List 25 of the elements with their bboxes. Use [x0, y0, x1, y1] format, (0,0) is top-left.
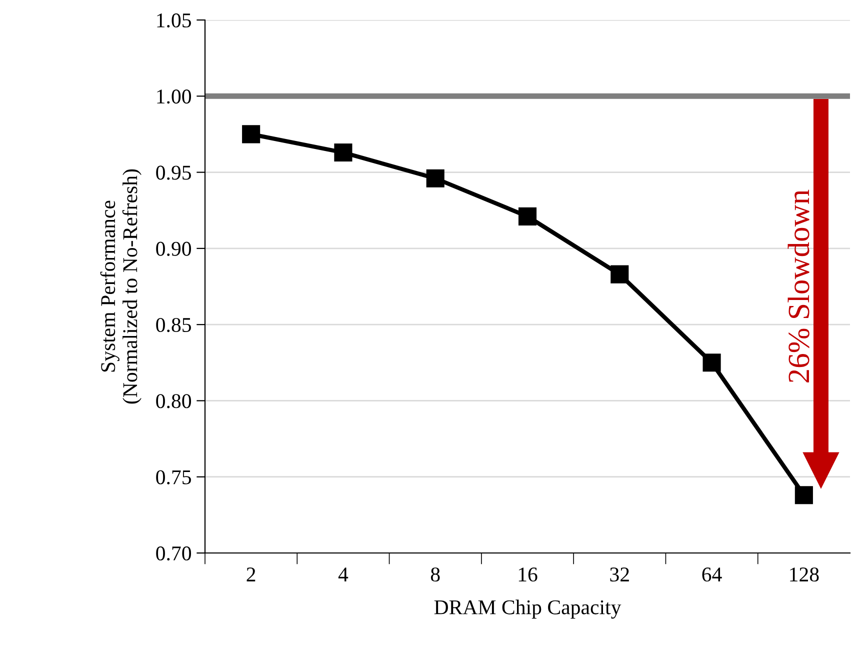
y-tick-label: 1.05	[157, 13, 191, 28]
y-tick-label: 0.75	[156, 470, 191, 484]
y-axis-title: System Performance (Normalized to No-Refresh)	[100, 169, 142, 404]
y-tick-label: 0.70	[156, 546, 192, 561]
y-tick-label: 0.90	[156, 242, 192, 256]
x-tick-label: 8	[430, 567, 440, 582]
annotation: 26% Slowdown	[788, 190, 810, 382]
point	[334, 143, 352, 162]
point	[794, 486, 813, 504]
x-tick-label: 2	[246, 568, 256, 582]
point	[242, 125, 260, 144]
y-tick-label: 0.85	[156, 318, 191, 332]
y-tick-label: 0.95	[156, 166, 191, 180]
x-tick-label: 128	[790, 567, 819, 582]
y-tick-label: 0.80	[156, 394, 192, 408]
point	[426, 169, 444, 188]
y-tick-label: 1.00	[157, 90, 192, 104]
x-tick-label: 32	[610, 568, 629, 582]
x-tick-label: 4	[338, 568, 348, 582]
point	[702, 354, 721, 372]
x-tick-label: 16	[518, 568, 538, 582]
x-tick-label: 64	[702, 568, 722, 582]
point	[518, 207, 537, 226]
x-axis-title: DRAM Chip Capacity	[434, 600, 622, 619]
point	[610, 265, 629, 284]
